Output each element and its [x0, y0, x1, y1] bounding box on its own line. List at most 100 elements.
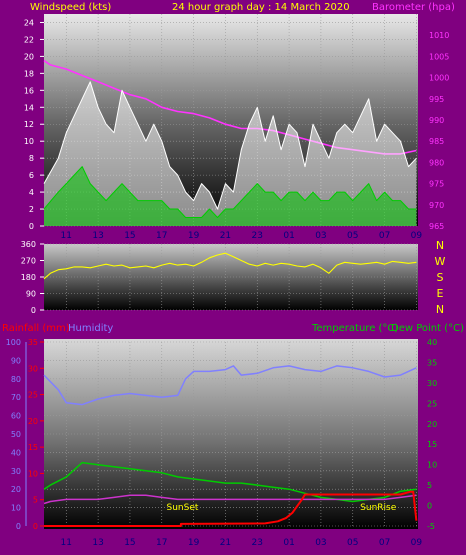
y-tick-label-left: 10 — [24, 137, 34, 146]
y-tick-label-right: 990 — [429, 116, 444, 125]
x-tick-label: 19 — [188, 538, 200, 548]
x-tick-label: 21 — [220, 538, 231, 548]
y-tick-label: 270 — [21, 257, 36, 266]
temperature-tick-label: 5 — [427, 481, 432, 490]
y-tick-label-left: 22 — [24, 35, 34, 44]
rainfall-tick-label: 20 — [28, 417, 38, 426]
compass-label: E — [437, 287, 444, 300]
y-tick-label-right: 985 — [429, 137, 444, 146]
barometer-label: Barometer (hpa) — [372, 2, 455, 13]
x-tick-label: 03 — [315, 538, 326, 548]
wind-area — [44, 166, 417, 226]
y-tick-label-right: 1010 — [429, 31, 449, 40]
y-tick-label-right: 975 — [429, 180, 444, 189]
windspeed-label: Windspeed (kts) — [30, 2, 111, 13]
rainfall-tick-label: 30 — [28, 364, 38, 373]
x-tick-label: 23 — [252, 231, 263, 241]
x-tick-label: 11 — [61, 231, 72, 241]
humidity-tick-label: 60 — [11, 412, 21, 421]
temperature-tick-label: 10 — [427, 461, 437, 470]
y-tick-label-left: 16 — [24, 86, 34, 95]
y-tick-label: 90 — [26, 290, 36, 299]
x-tick-label: 19 — [188, 231, 200, 241]
temperature-tick-label: 15 — [427, 440, 437, 449]
y-tick-label-right: 1000 — [429, 74, 449, 83]
y-tick-label-left: 2 — [29, 205, 34, 214]
x-tick-label: 09 — [411, 231, 423, 241]
x-tick-label: 09 — [411, 538, 423, 548]
rainfall-tick-label: 15 — [28, 443, 38, 452]
humidity-label: Humidity — [68, 323, 113, 334]
humidity-tick-label: 0 — [16, 522, 21, 531]
wind-line — [43, 166, 417, 218]
y-tick-label-left: 24 — [24, 18, 34, 27]
y-tick-label-left: 20 — [24, 52, 34, 61]
x-tick-label: 07 — [379, 231, 390, 241]
rainfall-label: Rainfall (mm) — [2, 323, 70, 334]
y-tick-label: 0 — [31, 306, 36, 315]
rainfall-tick-label: 25 — [28, 391, 38, 400]
compass-label: N — [436, 239, 444, 252]
y-tick-label-left: 6 — [29, 171, 34, 180]
x-tick-label: 21 — [220, 231, 231, 241]
compass-label: S — [437, 271, 444, 284]
temperature-tick-label: 25 — [427, 399, 437, 408]
x-tick-label: 13 — [92, 231, 103, 241]
humidity-tick-label: 20 — [11, 485, 21, 494]
y-tick-label-left: 4 — [29, 188, 34, 197]
x-tick-label: 15 — [124, 231, 135, 241]
rainfall-tick-label: 5 — [33, 496, 38, 505]
y-tick-label-left: 8 — [29, 154, 34, 163]
x-tick-label: 15 — [124, 538, 135, 548]
humidity-tick-label: 100 — [6, 338, 21, 347]
humidity-tick-label: 80 — [11, 375, 21, 384]
x-tick-label: 17 — [156, 538, 167, 548]
humidity-tick-label: 40 — [11, 448, 21, 457]
rainfall-line — [44, 490, 418, 527]
y-tick-label: 360 — [21, 240, 36, 249]
y-tick-label-right: 1005 — [429, 52, 449, 61]
compass-label: W — [435, 255, 446, 268]
x-tick-label: 23 — [252, 538, 263, 548]
x-tick-label: 17 — [156, 231, 167, 241]
y-tick-label-right: 970 — [429, 201, 444, 210]
x-tick-label: 03 — [315, 231, 326, 241]
rainfall-tick-label: 35 — [28, 338, 38, 347]
x-tick-label: 01 — [283, 231, 294, 241]
temperature-tick-label: 40 — [427, 338, 437, 347]
wind-area — [44, 81, 417, 226]
temperature-tick-label: 20 — [427, 420, 437, 429]
y-tick-label-right: 995 — [429, 95, 444, 104]
temperature-tick-label: 30 — [427, 379, 437, 388]
y-tick-label-left: 18 — [24, 69, 34, 78]
dewpoint-label: Dew Point (°C) — [391, 323, 464, 334]
y-tick-label-right: 980 — [429, 158, 444, 167]
y-tick-label: 180 — [21, 273, 36, 282]
x-tick-label: 05 — [347, 231, 358, 241]
rainfall-tick-label: 10 — [28, 469, 38, 478]
compass-label: N — [436, 303, 444, 316]
y-tick-label-left: 0 — [29, 222, 34, 231]
rainfall-tick-label: 0 — [33, 522, 38, 531]
graph-title: 24 hour graph day : 14 March 2020 — [172, 2, 350, 13]
x-tick-label: 07 — [379, 538, 390, 548]
humidity-tick-label: 50 — [11, 430, 21, 439]
x-tick-label: 11 — [61, 538, 72, 548]
x-tick-label: 05 — [347, 538, 358, 548]
humidity-line — [43, 365, 417, 406]
humidity-tick-label: 70 — [11, 393, 21, 402]
humidity-tick-label: 30 — [11, 467, 21, 476]
humidity-tick-label: 90 — [11, 356, 21, 365]
y-tick-label-left: 12 — [24, 120, 34, 129]
dewpoint-line — [43, 494, 417, 505]
temperature-tick-label: -5 — [427, 522, 435, 531]
sun-annotation: SunSet — [167, 503, 199, 513]
sun-annotation: SunRise — [360, 503, 397, 513]
humidity-tick-label: 10 — [11, 504, 21, 513]
temperature-label: Temperature (°C) — [311, 323, 398, 334]
wind-line — [43, 81, 417, 210]
temperature-tick-label: 35 — [427, 358, 437, 367]
x-tick-label: 13 — [92, 538, 103, 548]
